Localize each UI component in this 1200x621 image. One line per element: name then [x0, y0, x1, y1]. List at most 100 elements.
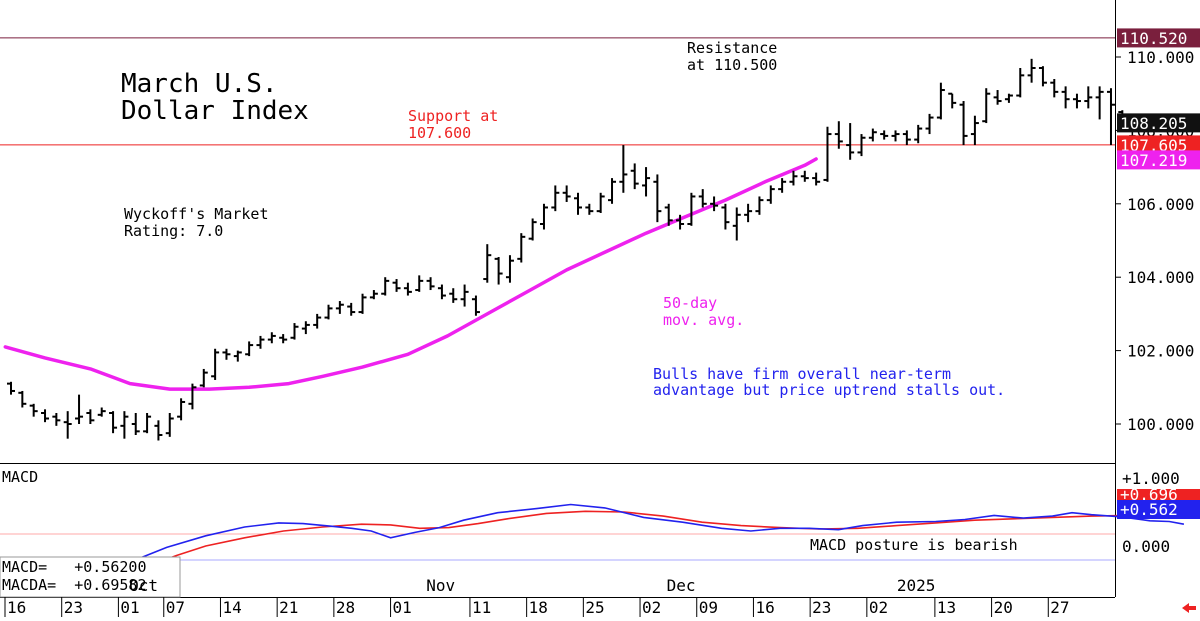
macd-tag-label: +0.696 [1120, 485, 1178, 504]
ohlc-bar [347, 302, 356, 316]
date-tick-label: 09 [699, 598, 718, 617]
ohlc-bar [732, 207, 741, 241]
ohlc-bar [449, 288, 458, 303]
ohlc-bar [7, 381, 15, 395]
ohlc-bar [902, 130, 911, 146]
ohlc-bar [313, 313, 322, 329]
ohlc-bar [86, 409, 95, 424]
price-tag-label: 107.605 [1120, 136, 1187, 155]
ma50-line [3, 157, 818, 391]
resistance-label-line-1: Resistance [687, 39, 777, 57]
ohlc-bar [1061, 86, 1070, 109]
ohlc-bar [517, 233, 526, 263]
macd-average-line [93, 510, 1184, 591]
date-tick-label: 18 [529, 598, 548, 617]
month-labels: Oct Nov Dec 2025 [129, 576, 935, 595]
ohlc-bar [596, 192, 605, 213]
date-tick-label: 01 [393, 598, 412, 617]
price-tag: 108.205 [1117, 113, 1200, 133]
ohlc-bar [710, 196, 719, 212]
price-tick-label: 102.000 [1127, 342, 1194, 361]
date-tick-label: 25 [585, 598, 604, 617]
ohlc-bar [233, 350, 242, 362]
ohlc-bar [744, 203, 753, 223]
ohlc-bar [857, 134, 866, 157]
price-axis-ticks: 110.000108.000106.000104.000102.000100.0… [1115, 48, 1194, 434]
scroll-left-arrow-icon[interactable] [1182, 603, 1196, 613]
price-tag-bg [1117, 28, 1200, 48]
date-tick-label: 13 [937, 598, 956, 617]
ohlc-bar [222, 348, 231, 360]
date-tick-label: 23 [64, 598, 83, 617]
ohlc-bar [109, 411, 118, 434]
rating-line-2: Rating: 7.0 [124, 222, 223, 240]
macd-tag-bg [1117, 500, 1200, 519]
ohlc-bar [630, 163, 639, 190]
ohlc-bar [471, 295, 480, 316]
macd-tick-label: 0.000 [1122, 537, 1170, 556]
ohlc-bar [1095, 86, 1104, 120]
ohlc-bar [1038, 66, 1047, 87]
ohlc-bar [936, 82, 945, 120]
ohlc-bar [494, 257, 503, 285]
date-tick-label: 14 [222, 598, 241, 617]
ohlc-bar [868, 128, 877, 142]
ohlc-bar [834, 121, 843, 149]
ohlc-bar [369, 290, 378, 300]
macd-readout-line-1: MACD= +0.56200 [2, 558, 147, 576]
ohlc-bar [392, 279, 401, 292]
ohlc-bar [823, 126, 832, 182]
ohlc-bar [778, 178, 787, 193]
ohlc-bar [18, 390, 27, 408]
ohlc-bar [880, 130, 889, 140]
ohlc-bar [891, 130, 900, 142]
ohlc-bar [1106, 88, 1115, 146]
ohlc-bar [279, 334, 288, 344]
date-tick-label: 23 [812, 598, 831, 617]
macd-tag-bg [1117, 489, 1200, 501]
ohlc-bar [335, 301, 344, 314]
ohlc-bar [619, 145, 628, 193]
date-axis-ticks: 16 23 01 07 14 21 28 01 11 18 25 02 09 16 23 02 13 20 27 [4, 597, 1070, 617]
ohlc-bar [1050, 79, 1059, 98]
ohlc-bar [29, 403, 38, 417]
resistance-label-line-2: at 110.500 [687, 56, 777, 74]
ohlc-bar [460, 284, 469, 307]
price-tick-label: 106.000 [1127, 195, 1194, 214]
month-label: Oct [129, 576, 158, 595]
ohlc-bar [63, 411, 72, 439]
price-tick-label: 110.000 [1127, 48, 1194, 67]
ohlc-bar [914, 124, 923, 144]
ohlc-bar [608, 178, 617, 204]
ohlc-bar [642, 167, 651, 197]
ma-label-line-1: 50-day [663, 294, 717, 312]
date-tick-label: 11 [472, 598, 491, 617]
ohlc-bar [381, 277, 390, 296]
date-tick-label: 21 [279, 598, 298, 617]
date-tick-label: 02 [869, 598, 888, 617]
price-tag: 110.520 [1117, 28, 1200, 48]
price-tag: 107.605 [1117, 135, 1200, 155]
date-tick-label: 27 [1050, 598, 1069, 617]
ohlc-bar [290, 323, 299, 340]
ohlc-bar [75, 394, 84, 424]
macd-label: MACD [2, 468, 38, 486]
date-tick-label: 07 [166, 598, 185, 617]
ohlc-bar [993, 90, 1002, 105]
ohlc-bar [267, 332, 276, 344]
ohlc-bar [41, 409, 50, 423]
ohlc-bar [1016, 68, 1025, 98]
ohlc-bar [925, 113, 934, 135]
ohlc-bar [301, 321, 310, 335]
macd-tags: +0.696+0.562 [1117, 485, 1200, 519]
ohlc-bar [426, 277, 435, 291]
ohlc-bar [245, 341, 254, 357]
ohlc-bar [1072, 93, 1081, 109]
ohlc-bar [676, 214, 685, 230]
macd-tick-label: +1.000 [1122, 469, 1180, 488]
support-label-line-1: Support at [408, 107, 498, 125]
ohlc-bar [1084, 86, 1093, 109]
price-tag-label: 107.219 [1120, 151, 1187, 170]
